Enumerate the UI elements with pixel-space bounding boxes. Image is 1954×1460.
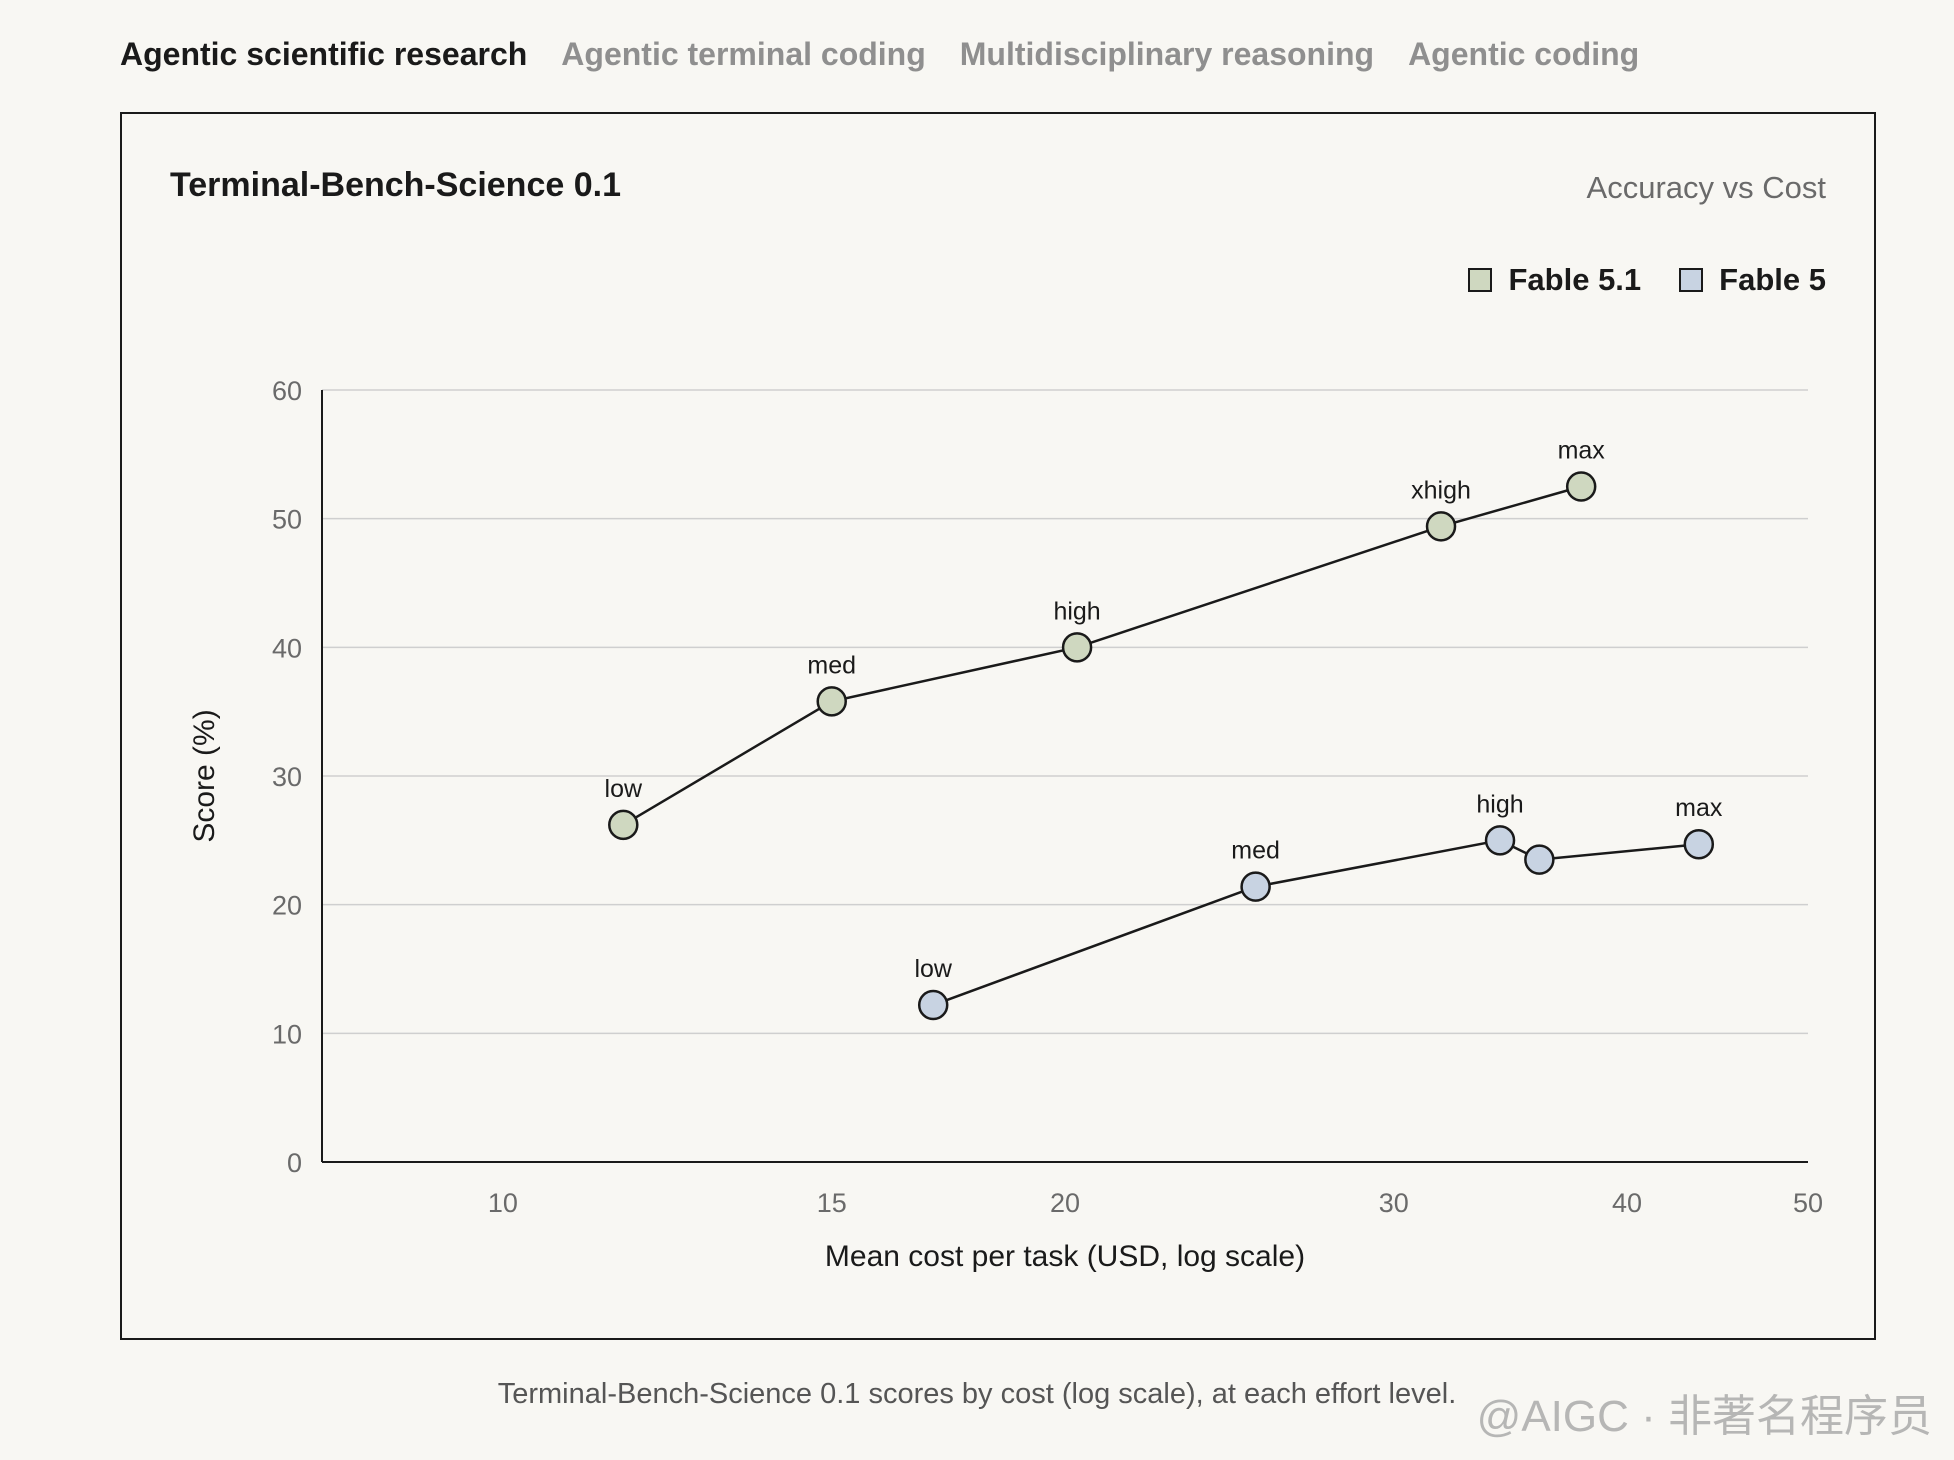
x-tick-label: 15 <box>817 1188 847 1218</box>
tab-agentic-scientific-research[interactable]: Agentic scientific research <box>120 36 528 72</box>
data-point-fable-5-1[interactable] <box>1061 632 1093 663</box>
tab-multidisciplinary-reasoning[interactable]: Multidisciplinary reasoning <box>959 36 1375 72</box>
data-point-fable-5-1[interactable] <box>816 686 847 717</box>
legend-label-fable-5-1: Fable 5.1 <box>1508 262 1642 297</box>
tab-bar: Agentic scientific research Agentic term… <box>120 36 1639 73</box>
data-point-fable-5[interactable] <box>1240 871 1271 902</box>
data-point-fable-5[interactable] <box>1484 825 1516 856</box>
data-label-fable-5-1: xhigh <box>1411 476 1471 504</box>
y-tick-label: 50 <box>272 505 302 535</box>
x-tick-label: 40 <box>1612 1188 1642 1218</box>
series-line-fable-5 <box>932 839 1699 1007</box>
tab-agentic-terminal-coding[interactable]: Agentic terminal coding <box>561 36 926 72</box>
data-label-fable-5-1: med <box>807 651 856 679</box>
legend-swatch-fable-5-1 <box>1468 268 1493 292</box>
data-point-fable-5-1[interactable] <box>1565 471 1597 502</box>
data-label-fable-5-1: max <box>1558 437 1606 465</box>
x-axis-title: Mean cost per task (USD, log scale) <box>825 1240 1305 1273</box>
x-tick-label: 30 <box>1379 1188 1409 1218</box>
data-point-fable-5-1[interactable] <box>608 809 639 841</box>
data-point-fable-5-1[interactable] <box>1425 511 1457 542</box>
legend: Fable 5.1 Fable 5 <box>1468 262 1826 298</box>
data-point-fable-5[interactable] <box>1683 828 1715 860</box>
legend-label-fable-5: Fable 5 <box>1719 262 1826 297</box>
x-tick-label: 50 <box>1793 1188 1823 1218</box>
tab-agentic-coding[interactable]: Agentic coding <box>1408 36 1640 72</box>
data-point-fable-5[interactable] <box>917 989 949 1021</box>
data-point-fable-5[interactable] <box>1524 844 1555 875</box>
watermark: @AIGC · 非著名程序员 <box>1476 1392 1932 1441</box>
data-label-fable-5: med <box>1231 837 1280 865</box>
y-axis-title: Score (%) <box>188 709 221 842</box>
data-label-fable-5-1: low <box>605 775 643 803</box>
chart-card: 0 10 20 30 40 50 60 10 15 20 30 40 50 low med high xhig… <box>120 112 1876 1340</box>
data-label-fable-5-1: high <box>1053 597 1100 625</box>
data-label-fable-5: high <box>1476 790 1523 818</box>
y-tick-label: 10 <box>272 1019 302 1049</box>
x-tick-label: 10 <box>488 1188 518 1218</box>
chart-subtitle: Accuracy vs Cost <box>1586 170 1826 205</box>
legend-item-fable-5-1[interactable]: Fable 5.1 <box>1468 262 1641 298</box>
chart-caption: Terminal-Bench-Science 0.1 scores by cos… <box>497 1378 1457 1410</box>
legend-item-fable-5[interactable]: Fable 5 <box>1679 262 1826 298</box>
y-tick-label: 0 <box>287 1148 302 1178</box>
y-tick-label: 20 <box>272 891 302 921</box>
y-tick-label: 40 <box>272 633 302 663</box>
chart-plot: 0 10 20 30 40 50 60 10 15 20 30 40 50 low med high xhig… <box>188 376 1823 1273</box>
x-tick-label: 20 <box>1050 1188 1080 1218</box>
chart-title: Terminal-Bench-Science 0.1 <box>170 166 621 204</box>
legend-swatch-fable-5 <box>1679 268 1704 292</box>
y-tick-label: 30 <box>272 762 302 792</box>
data-label-fable-5: low <box>914 955 952 983</box>
data-label-fable-5: max <box>1675 794 1723 822</box>
y-tick-label: 60 <box>272 376 302 406</box>
